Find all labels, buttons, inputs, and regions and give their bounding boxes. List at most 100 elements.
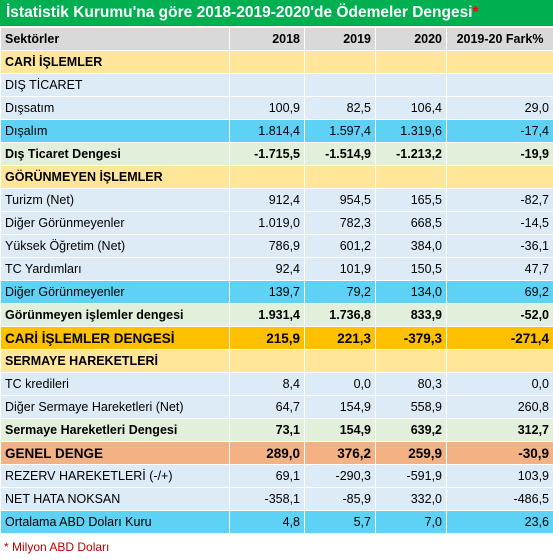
cell-2019: 154,9 [304,395,376,419]
table-row: REZERV HAREKETLERİ (-/+) 69,1 -290,3 -591,9… [0,464,553,488]
cell-diff: 29,0 [446,96,553,120]
cell-2019: 376,2 [304,441,376,465]
cell-diff: 260,8 [446,395,553,419]
cell-2018: 100,9 [229,96,305,120]
row-label: Dışsatım [0,96,230,120]
cell-2019: 221,3 [304,326,376,350]
cell-2018: 912,4 [229,188,305,212]
cell-diff: -14,5 [446,211,553,235]
cell-2020: -379,3 [375,326,447,350]
balance-of-payments-table: Sektörler 2018 2019 2020 2019-20 Fark% C… [0,27,553,534]
table-row: Diğer Görünmeyenler 139,7 79,2 134,0 69,2 [0,280,553,304]
cell-2020: 332,0 [375,487,447,511]
cell-diff: 312,7 [446,418,553,442]
cell-diff: -36,1 [446,234,553,258]
footnote: * Milyon ABD Doları [4,540,110,554]
cell-2019: -290,3 [304,464,376,488]
cell-2018: 92,4 [229,257,305,281]
table-row: TC kredileri 8,4 0,0 80,3 0,0 [0,372,553,396]
row-label: REZERV HAREKETLERİ (-/+) [0,464,230,488]
table-row: GENEL DENGE 289,0 376,2 259,9 -30,9 [0,441,553,465]
cell-2020 [375,165,447,189]
row-label: Diğer Görünmeyenler [0,280,230,304]
row-label: GÖRÜNMEYEN İŞLEMLER [0,165,230,189]
table-row: SERMAYE HAREKETLERİ [0,349,553,373]
cell-diff: 0,0 [446,372,553,396]
row-label: Görünmeyen işlemler dengesi [0,303,230,327]
table-body: CARİ İŞLEMLER DIŞ TİCARET Dışsatım 100,9 82,… [0,50,553,534]
cell-2019: -1.514,9 [304,142,376,166]
cell-2018: 64,7 [229,395,305,419]
cell-2020: 165,5 [375,188,447,212]
cell-2018: 289,0 [229,441,305,465]
cell-2018: 1.019,0 [229,211,305,235]
table-header-row: Sektörler 2018 2019 2020 2019-20 Fark% [0,27,553,51]
table-row: TC Yardımları 92,4 101,9 150,5 47,7 [0,257,553,281]
cell-2020 [375,349,447,373]
table-row: Yüksek Öğretim (Net) 786,9 601,2 384,0 -36,1 [0,234,553,258]
cell-diff [446,73,553,97]
cell-2020: 558,9 [375,395,447,419]
cell-2018: 73,1 [229,418,305,442]
cell-2019: 154,9 [304,418,376,442]
cell-2019 [304,50,376,74]
table-row: Sermaye Hareketleri Dengesi 73,1 154,9 639,… [0,418,553,442]
header-2019: 2019 [304,27,376,51]
header-2018: 2018 [229,27,305,51]
cell-2019: 101,9 [304,257,376,281]
cell-diff: 23,6 [446,510,553,534]
row-label: Yüksek Öğretim (Net) [0,234,230,258]
table-row: CARİ İŞLEMLER DENGESİ 215,9 221,3 -379,3 -27… [0,326,553,350]
cell-2020: 1.319,6 [375,119,447,143]
cell-2020 [375,73,447,97]
table-row: CARİ İŞLEMLER [0,50,553,74]
cell-diff: -52,0 [446,303,553,327]
header-diff: 2019-20 Fark% [446,27,553,51]
cell-2020: 384,0 [375,234,447,258]
cell-2020: 639,2 [375,418,447,442]
cell-diff: -486,5 [446,487,553,511]
table-row: Dışalım 1.814,4 1.597,4 1.319,6 -17,4 [0,119,553,143]
cell-2018: 69,1 [229,464,305,488]
cell-2018: 1.814,4 [229,119,305,143]
cell-diff [446,50,553,74]
cell-2018 [229,73,305,97]
header-2020: 2020 [375,27,447,51]
row-label: CARİ İŞLEMLER [0,50,230,74]
table-row: Diğer Görünmeyenler 1.019,0 782,3 668,5 -14,… [0,211,553,235]
cell-2018: 139,7 [229,280,305,304]
table-row: Turizm (Net) 912,4 954,5 165,5 -82,7 [0,188,553,212]
row-label: CARİ İŞLEMLER DENGESİ [0,326,230,350]
cell-2018: -1.715,5 [229,142,305,166]
row-label: Diğer Görünmeyenler [0,211,230,235]
cell-2020: 833,9 [375,303,447,327]
cell-2019: 0,0 [304,372,376,396]
cell-2018: 786,9 [229,234,305,258]
cell-2020: -1.213,2 [375,142,447,166]
page-title: İstatistik Kurumu'na göre 2018-2019-2020… [0,0,553,26]
cell-2018: 1.931,4 [229,303,305,327]
table-row: Dışsatım 100,9 82,5 106,4 29,0 [0,96,553,120]
row-label: Turizm (Net) [0,188,230,212]
cell-2019: 82,5 [304,96,376,120]
row-label: Ortalama ABD Doları Kuru [0,510,230,534]
cell-2019: 1.597,4 [304,119,376,143]
table-row: Dış Ticaret Dengesi -1.715,5 -1.514,9 -1.21… [0,142,553,166]
cell-2018 [229,349,305,373]
cell-2020: 150,5 [375,257,447,281]
cell-2019: 601,2 [304,234,376,258]
cell-diff: -82,7 [446,188,553,212]
cell-2019: 782,3 [304,211,376,235]
title-text: İstatistik Kurumu'na göre 2018-2019-2020… [6,4,473,21]
row-label: NET HATA NOKSAN [0,487,230,511]
cell-diff: 103,9 [446,464,553,488]
cell-2020: 80,3 [375,372,447,396]
cell-2018: 8,4 [229,372,305,396]
header-sector: Sektörler [0,27,230,51]
cell-2020: 106,4 [375,96,447,120]
cell-2018: 4,8 [229,510,305,534]
cell-diff: -271,4 [446,326,553,350]
row-label: TC Yardımları [0,257,230,281]
cell-diff: -30,9 [446,441,553,465]
cell-2020: 668,5 [375,211,447,235]
